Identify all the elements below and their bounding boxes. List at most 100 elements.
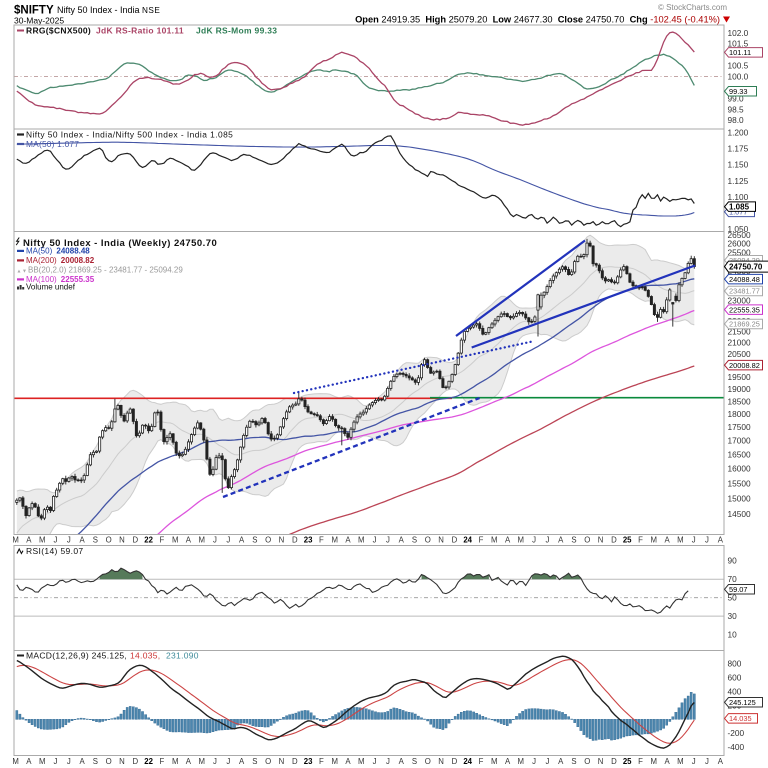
svg-text:© StockCharts.com: © StockCharts.com	[658, 3, 727, 12]
svg-text:JdK RS-Ratio 101.11: JdK RS-Ratio 101.11	[96, 26, 184, 36]
svg-text:1.100: 1.100	[728, 192, 749, 202]
svg-text:S: S	[571, 536, 576, 545]
svg-text:A: A	[186, 536, 192, 545]
svg-text:F: F	[479, 536, 484, 545]
svg-text:A: A	[79, 536, 85, 545]
svg-text:A: A	[718, 536, 724, 545]
svg-text:N: N	[279, 536, 285, 545]
svg-text:16500: 16500	[728, 449, 751, 459]
svg-text:102.0: 102.0	[728, 28, 749, 38]
svg-text:M: M	[518, 757, 525, 766]
svg-text:14.035,: 14.035,	[130, 651, 160, 661]
svg-text:M: M	[172, 757, 179, 766]
svg-text:F: F	[319, 536, 324, 545]
svg-text:M: M	[39, 536, 46, 545]
svg-text:22555.35: 22555.35	[729, 305, 760, 314]
svg-text:J: J	[54, 536, 58, 545]
svg-text:S: S	[252, 536, 257, 545]
svg-text:1.175: 1.175	[728, 144, 749, 154]
svg-text:D: D	[132, 757, 138, 766]
svg-text:F: F	[160, 536, 165, 545]
svg-text:21000: 21000	[728, 338, 751, 348]
svg-text:98.0: 98.0	[728, 115, 745, 125]
svg-text:RSI(14) 59.07: RSI(14) 59.07	[26, 546, 83, 556]
svg-text:J: J	[705, 536, 709, 545]
svg-text:M: M	[198, 536, 205, 545]
svg-text:D: D	[292, 757, 298, 766]
svg-text:MA(100): MA(100)	[26, 275, 57, 284]
svg-text:A: A	[718, 757, 724, 766]
svg-text:D: D	[452, 536, 458, 545]
svg-text:19500: 19500	[728, 372, 751, 382]
svg-text:24: 24	[463, 536, 472, 545]
svg-text:24088.48: 24088.48	[56, 247, 90, 256]
svg-text:10: 10	[728, 630, 738, 640]
svg-text:N: N	[598, 757, 604, 766]
svg-text:M: M	[12, 757, 19, 766]
svg-text:N: N	[119, 757, 125, 766]
svg-text:F: F	[479, 757, 484, 766]
svg-text:N: N	[279, 757, 285, 766]
svg-text:24: 24	[463, 757, 472, 766]
svg-text:22555.35: 22555.35	[61, 275, 95, 284]
svg-text:A: A	[664, 536, 670, 545]
svg-text:30: 30	[728, 611, 738, 621]
svg-text:BB(20,2.0) 21869.25 - 23481.77: BB(20,2.0) 21869.25 - 23481.77 - 25094.2…	[28, 266, 183, 275]
svg-text:F: F	[319, 757, 324, 766]
svg-text:25: 25	[623, 536, 632, 545]
svg-text:O: O	[106, 536, 112, 545]
svg-text:O: O	[265, 536, 271, 545]
svg-text:JdK RS-Mom 99.33: JdK RS-Mom 99.33	[196, 26, 277, 36]
svg-text:J: J	[373, 757, 377, 766]
svg-text:A: A	[239, 536, 245, 545]
svg-text:25500: 25500	[728, 248, 751, 258]
svg-text:J: J	[386, 536, 390, 545]
svg-text:600: 600	[728, 672, 742, 682]
svg-text:26500: 26500	[728, 230, 751, 240]
svg-text:J: J	[67, 757, 71, 766]
svg-text:M: M	[198, 757, 205, 766]
svg-text:J: J	[692, 536, 696, 545]
svg-text:M: M	[677, 757, 684, 766]
svg-text:A: A	[186, 757, 192, 766]
svg-text:101.5: 101.5	[728, 39, 749, 49]
svg-text:J: J	[226, 757, 230, 766]
svg-text:20008.82: 20008.82	[729, 361, 760, 370]
svg-text:100.0: 100.0	[728, 72, 749, 82]
svg-text:-200: -200	[728, 728, 745, 738]
svg-text:98.5: 98.5	[728, 104, 745, 114]
svg-text:A: A	[558, 536, 564, 545]
svg-text:231.090: 231.090	[166, 651, 199, 661]
svg-text:M: M	[331, 536, 338, 545]
svg-text:N: N	[119, 536, 125, 545]
svg-text:14500: 14500	[728, 509, 751, 519]
svg-text:O: O	[425, 757, 431, 766]
svg-text:25: 25	[623, 757, 632, 766]
svg-text:1.077: 1.077	[729, 208, 748, 217]
svg-text:16000: 16000	[728, 464, 751, 474]
svg-text:O: O	[265, 757, 271, 766]
svg-text:25094.29: 25094.29	[729, 256, 760, 265]
svg-text:M: M	[491, 757, 498, 766]
svg-text:S: S	[412, 536, 417, 545]
svg-text:MA(200): MA(200)	[26, 256, 57, 265]
svg-text:A: A	[505, 757, 511, 766]
svg-text:J: J	[373, 536, 377, 545]
svg-text:J: J	[545, 536, 549, 545]
svg-text:70: 70	[728, 574, 738, 584]
svg-text:M: M	[358, 757, 365, 766]
svg-text:F: F	[638, 757, 643, 766]
svg-text:Open 24919.35 High 25079.20: Open 24919.35 High 25079.20 Low 24677.30…	[355, 15, 720, 25]
svg-text:N: N	[438, 757, 444, 766]
svg-text:245.125: 245.125	[729, 698, 756, 707]
svg-text:S: S	[252, 757, 257, 766]
svg-text:J: J	[532, 757, 536, 766]
svg-text:D: D	[611, 536, 617, 545]
svg-text:D: D	[132, 536, 138, 545]
svg-text:99.0: 99.0	[728, 93, 745, 103]
svg-text:S: S	[412, 757, 417, 766]
svg-text:F: F	[638, 536, 643, 545]
svg-text:20500: 20500	[728, 349, 751, 359]
svg-text:1.125: 1.125	[728, 176, 749, 186]
svg-text:A: A	[345, 757, 351, 766]
